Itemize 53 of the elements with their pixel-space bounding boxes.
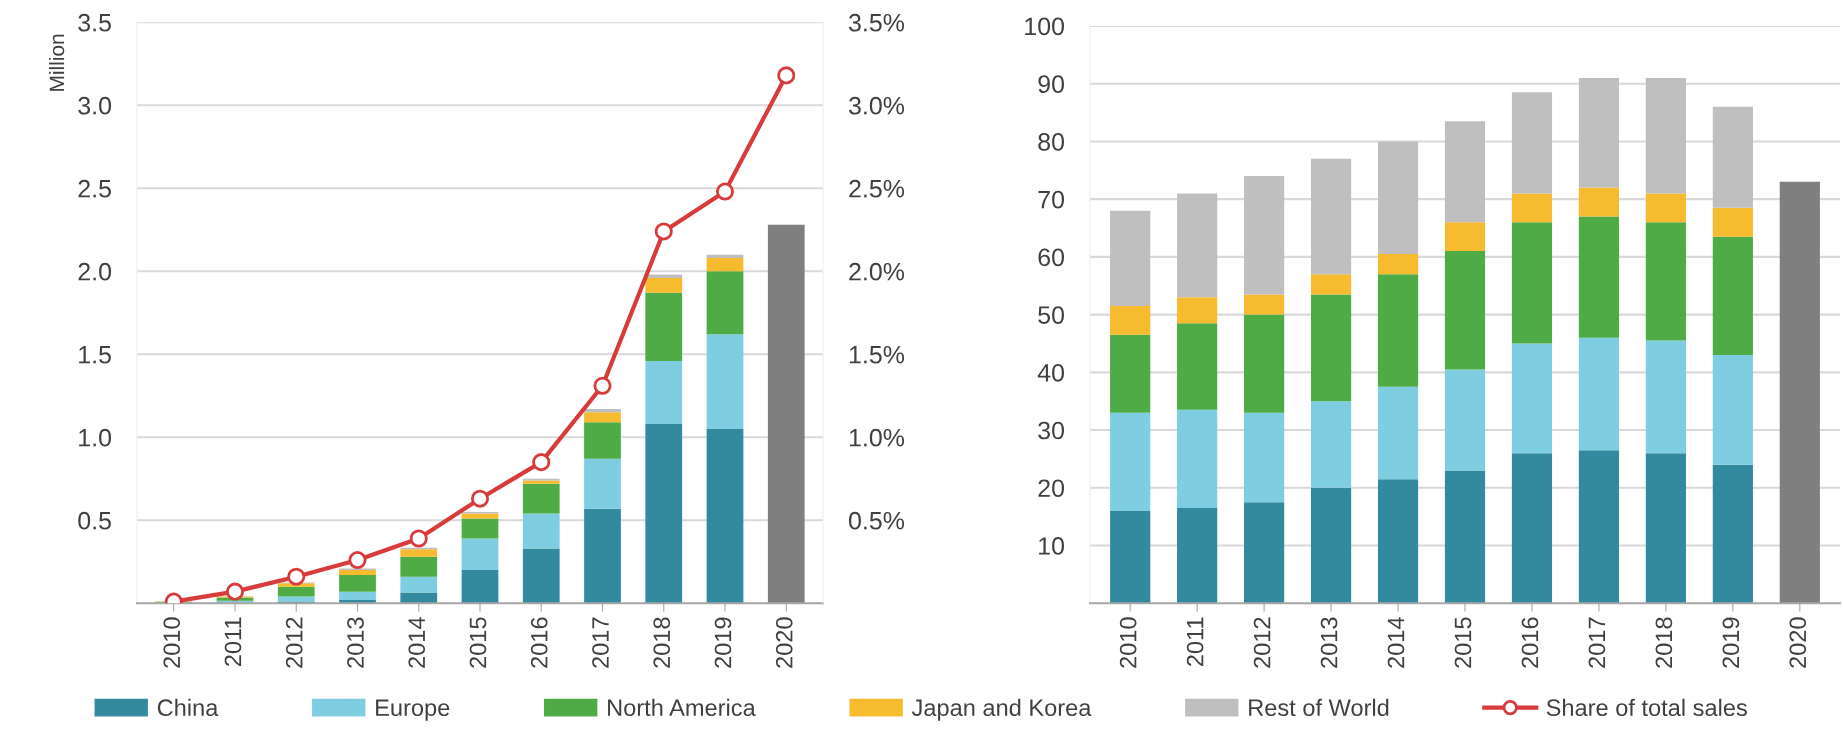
y-axis-title: Million (48, 34, 65, 91)
legend-label: North America (608, 698, 756, 717)
y-tick-label: 90 (1038, 75, 1065, 93)
y2-tick-label: 3.5% (848, 13, 905, 32)
legend-label: China (157, 698, 219, 717)
x-tick-label: 2012 (285, 617, 303, 668)
x-tick-label: 2011 (1186, 617, 1204, 667)
x-tick-label: 2015 (469, 617, 487, 668)
x-tick-label: 2010 (163, 617, 181, 668)
legend-label: Japan and Korea (911, 698, 1092, 721)
y-tick-label: 0.5 (78, 511, 111, 530)
x-tick-label: 2012 (1253, 617, 1271, 668)
x-tick-label: 2019 (714, 617, 732, 668)
legend-label: Share of total sales (1546, 698, 1747, 717)
y2-tick-label: 1.5% (849, 345, 905, 364)
x-tick-label: 2018 (1655, 617, 1673, 668)
y-tick-label: 1.5 (79, 346, 111, 364)
y2-tick-label: 3.0% (848, 96, 905, 115)
y2-tick-label: 2.5% (849, 179, 905, 198)
x-tick-label: 2017 (592, 617, 609, 668)
x-tick-label: 2013 (347, 617, 364, 668)
y-tick-label: 100 (1025, 17, 1065, 36)
x-tick-label: 2013 (1320, 617, 1338, 668)
x-tick-label: 2019 (1722, 617, 1740, 668)
y-tick-label: 30 (1038, 421, 1065, 440)
legend-label: Europe (376, 699, 450, 721)
y-tick-label: 3.0 (78, 96, 112, 115)
y-tick-label: 10 (1039, 537, 1065, 555)
y2-tick-label: 2.0% (849, 262, 905, 281)
y-tick-label: 2.0 (78, 262, 112, 281)
y-tick-label: 1.0 (79, 428, 112, 447)
legend-label: Rest of World (1249, 698, 1389, 717)
x-tick-label: 2010 (1119, 617, 1137, 668)
x-tick-label: 2016 (1521, 617, 1539, 668)
x-tick-label: 2015 (1454, 617, 1472, 668)
x-tick-label: 2017 (1588, 617, 1606, 668)
y-tick-label: 3.5 (78, 13, 111, 32)
y-tick-label: 50 (1038, 306, 1065, 324)
y-tick-label: 40 (1037, 363, 1065, 382)
y-tick-label: 80 (1038, 133, 1065, 151)
x-tick-label: 2020 (1789, 617, 1807, 668)
y-tick-label: 60 (1038, 248, 1065, 267)
y-tick-label: 2.5 (78, 179, 111, 198)
x-tick-label: 2020 (775, 617, 793, 668)
y2-tick-label: 1.0% (849, 428, 905, 447)
y2-tick-label: 0.5% (848, 511, 905, 530)
x-tick-label: 2018 (653, 617, 671, 668)
x-tick-label: 2011 (224, 617, 242, 667)
x-tick-label: 2014 (408, 617, 426, 668)
x-tick-label: 2014 (1387, 617, 1405, 668)
y-tick-label: 20 (1038, 479, 1065, 498)
x-tick-label: 2016 (530, 617, 548, 668)
y-tick-label: 70 (1038, 190, 1065, 209)
